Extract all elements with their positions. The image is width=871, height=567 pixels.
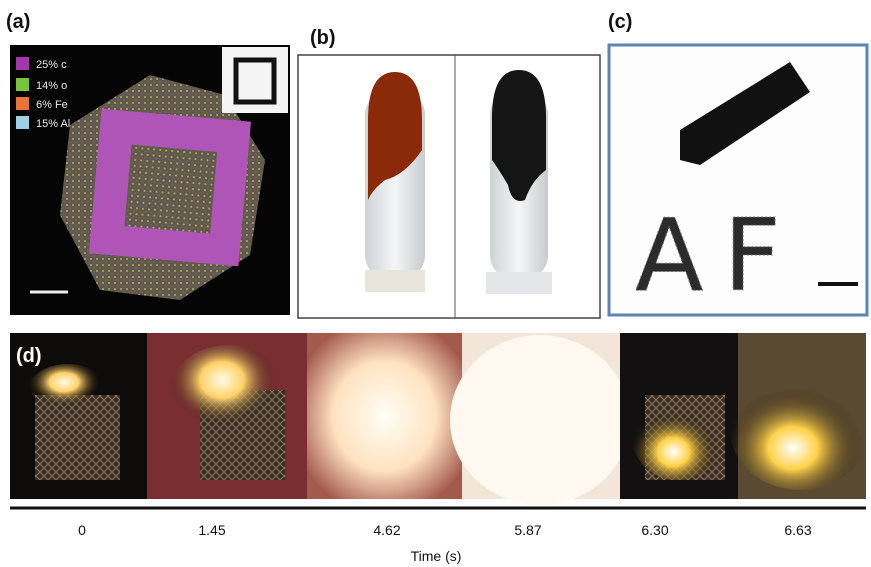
legend-swatch <box>16 78 29 91</box>
flame <box>633 400 723 480</box>
flame <box>28 364 108 416</box>
time-label: 1.45 <box>198 522 225 538</box>
time-label: 6.63 <box>784 522 811 538</box>
flame <box>730 370 870 490</box>
legend-text: 15% Al <box>36 118 70 130</box>
panel-label: (a) <box>6 11 30 33</box>
time-label: 0 <box>78 522 86 538</box>
panel-label: (d) <box>16 345 42 367</box>
handwriting: AF <box>635 197 801 314</box>
flame <box>450 335 630 505</box>
panel-label: (b) <box>310 27 336 49</box>
time-label: 5.87 <box>514 522 541 538</box>
vial-cap <box>486 272 552 294</box>
photo-frame <box>298 55 600 318</box>
frame <box>307 333 462 499</box>
legend-text: 25% c <box>36 59 67 71</box>
legend-text: 14% o <box>36 80 67 92</box>
legend-text: 6% Fe <box>36 99 68 111</box>
legend-swatch <box>16 116 29 129</box>
figure: (a) 25% c 14% o 6% Fe 15% Al (b) (c) AF … <box>0 0 871 567</box>
legend-swatch <box>16 97 29 110</box>
flame <box>168 345 288 445</box>
vial-cap <box>365 270 425 292</box>
legend-swatch <box>16 57 29 70</box>
core <box>124 144 217 233</box>
panel-label: (c) <box>608 11 632 33</box>
axis-label: Time (s) <box>411 548 462 564</box>
time-label: 6.30 <box>641 522 668 538</box>
time-label: 4.62 <box>373 522 400 538</box>
